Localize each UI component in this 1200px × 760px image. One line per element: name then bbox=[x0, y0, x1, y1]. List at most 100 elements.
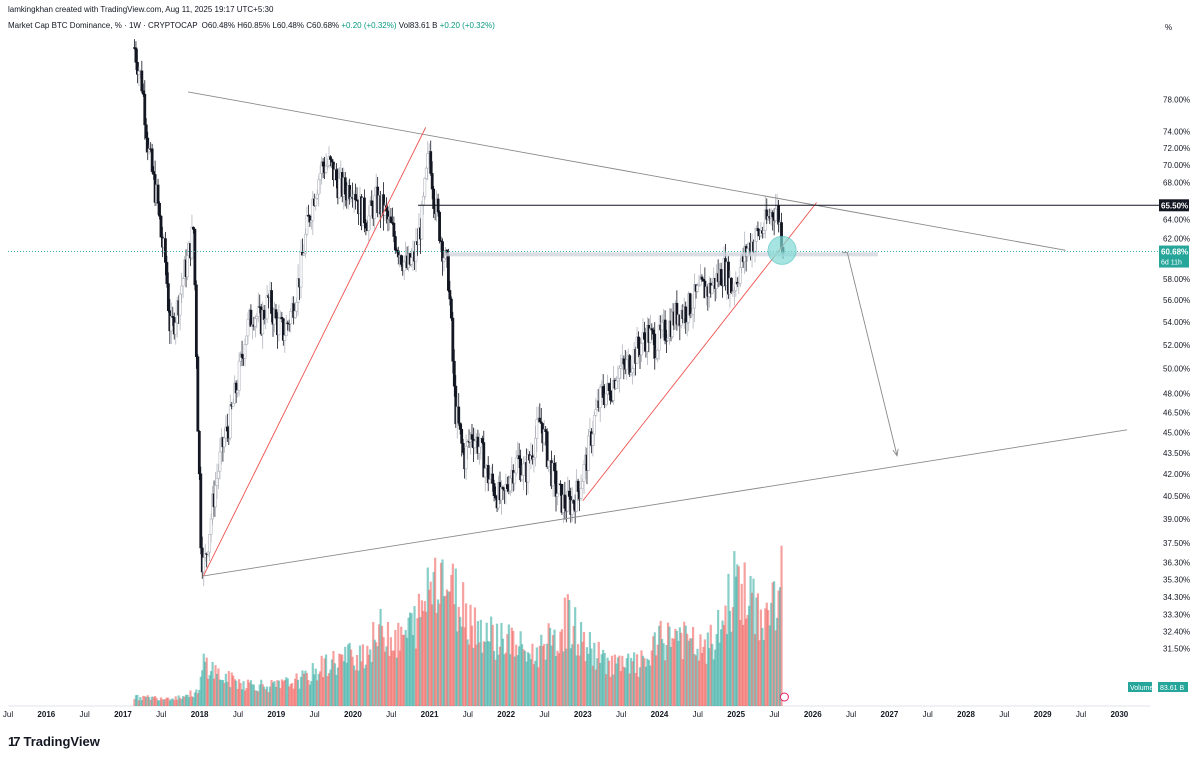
interval-label[interactable]: 1W bbox=[128, 21, 141, 30]
volume-bar bbox=[295, 673, 298, 706]
volume-bar bbox=[731, 607, 734, 706]
candle-body bbox=[544, 429, 548, 432]
volume-bar bbox=[768, 625, 771, 706]
volume-bar bbox=[311, 663, 314, 706]
volume-bar bbox=[588, 632, 592, 706]
volume-bar bbox=[618, 655, 621, 706]
volume-change: +0.20 (+0.32%) bbox=[439, 21, 495, 30]
y-tick-label: 33.30% bbox=[1163, 611, 1190, 620]
volume-bar bbox=[662, 643, 665, 706]
y-tick-label: 43.50% bbox=[1163, 449, 1190, 458]
candle-body bbox=[553, 462, 556, 472]
volume-bar bbox=[503, 654, 506, 706]
drawing-annotations[interactable] bbox=[8, 91, 1160, 577]
volume-bar bbox=[562, 651, 565, 706]
volume-bar bbox=[319, 671, 322, 706]
volume-bar bbox=[493, 650, 496, 706]
candle-body bbox=[159, 215, 163, 238]
volume-bar bbox=[484, 641, 487, 706]
volume-bar bbox=[407, 617, 410, 706]
current-price-label: 60.68% bbox=[1161, 248, 1188, 257]
x-tick-label: 2027 bbox=[881, 710, 899, 719]
volume-bar bbox=[683, 621, 686, 706]
volume-bar bbox=[316, 680, 319, 706]
x-tick-label: Jul bbox=[80, 710, 90, 719]
volume-bar bbox=[403, 634, 406, 706]
volume-bar bbox=[553, 629, 556, 706]
candle-body bbox=[473, 440, 477, 449]
volume-bar bbox=[459, 616, 462, 706]
volume-bar bbox=[158, 700, 161, 706]
x-tick-label: Jul bbox=[233, 710, 243, 719]
candle-body bbox=[526, 454, 530, 483]
y-tick-label: 48.00% bbox=[1163, 389, 1190, 398]
candle-body bbox=[284, 322, 288, 336]
volume-bar bbox=[498, 646, 502, 706]
candle-body bbox=[738, 267, 742, 284]
volume-bar bbox=[745, 618, 748, 706]
candle-body bbox=[270, 290, 273, 314]
candle-body bbox=[392, 222, 396, 237]
y-tick-label: 68.00% bbox=[1163, 179, 1190, 188]
volume-bar bbox=[210, 671, 213, 706]
volume-bar bbox=[375, 642, 378, 706]
candle-body bbox=[762, 230, 766, 234]
candle-body bbox=[324, 165, 328, 173]
candle-body bbox=[470, 434, 474, 440]
volume-bar bbox=[641, 655, 645, 706]
price-axis[interactable]: 78.00% 74.00% 72.00% 70.00% 68.00% 64.00% 62.0… bbox=[1163, 96, 1190, 654]
volume-bar bbox=[335, 674, 338, 706]
volume-bar bbox=[274, 686, 278, 706]
volume-bar bbox=[747, 605, 751, 706]
volume-bar bbox=[681, 659, 684, 706]
symbol-name[interactable]: Market Cap BTC Dominance, % bbox=[8, 21, 122, 30]
volume-bar bbox=[656, 644, 659, 706]
candle-body bbox=[494, 495, 497, 499]
time-axis[interactable]: Jul 2016 Jul 2017 Jul 2018 Jul 2019 Jul 2020 Jul 20… bbox=[3, 710, 1129, 719]
volume-bar bbox=[404, 629, 407, 706]
candle-body bbox=[480, 438, 484, 443]
volume-bar bbox=[386, 621, 390, 706]
volume-bar bbox=[442, 596, 446, 706]
volume-bar bbox=[243, 690, 247, 706]
volume-bar bbox=[755, 597, 758, 706]
volume-bar bbox=[753, 634, 757, 706]
y-tick-label: 40.50% bbox=[1163, 492, 1190, 501]
volume-bar bbox=[376, 646, 379, 706]
volume-bar bbox=[615, 663, 618, 706]
volume-bar bbox=[541, 646, 544, 706]
volume-bar bbox=[264, 689, 267, 706]
candle-body bbox=[622, 358, 626, 365]
volume-bar bbox=[616, 657, 620, 706]
volume-bar bbox=[417, 593, 421, 706]
scale-unit-label[interactable]: % bbox=[1165, 23, 1173, 32]
volume-bar bbox=[333, 663, 337, 706]
candle-body bbox=[675, 302, 679, 325]
volume-bar bbox=[700, 652, 704, 706]
volume-bar bbox=[622, 666, 625, 706]
candle-body bbox=[253, 318, 257, 327]
volume-bar bbox=[180, 699, 183, 706]
volume-bar bbox=[699, 634, 702, 706]
volume-bar bbox=[547, 623, 550, 706]
y-tick-label: 34.30% bbox=[1163, 593, 1190, 602]
y-tick-label: 45.00% bbox=[1163, 428, 1190, 437]
volume-bar bbox=[304, 670, 307, 706]
tradingview-logo[interactable]: 17 TradingView bbox=[8, 734, 100, 749]
candle-body bbox=[663, 319, 667, 341]
volume-bar bbox=[758, 640, 761, 706]
candle-body bbox=[567, 490, 571, 497]
projection-arrow bbox=[846, 252, 898, 456]
volume-bar bbox=[382, 637, 385, 706]
volume-bar bbox=[292, 688, 295, 706]
volume-bar bbox=[277, 680, 281, 706]
volume-bar bbox=[554, 656, 558, 706]
candle-body bbox=[317, 179, 321, 195]
y-tick-label: 42.00% bbox=[1163, 470, 1190, 479]
candle-body bbox=[190, 226, 194, 259]
candle-body bbox=[442, 257, 446, 262]
volume-bar bbox=[771, 582, 774, 706]
volume-bar bbox=[149, 699, 152, 706]
candle-body bbox=[304, 233, 307, 254]
